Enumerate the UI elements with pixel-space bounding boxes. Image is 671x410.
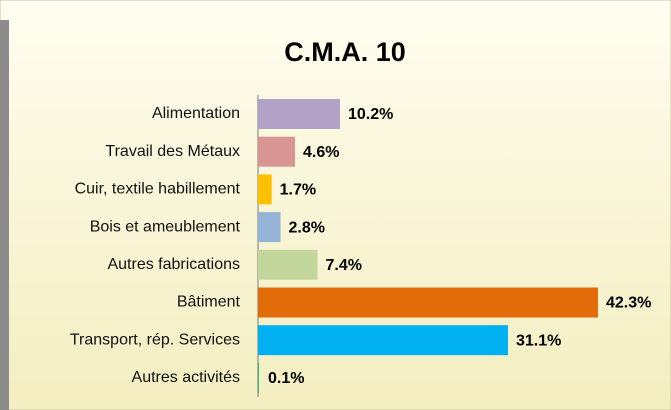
category-label: Alimentation <box>152 105 240 122</box>
bar <box>258 325 508 356</box>
category-label: Cuir, textile habillement <box>75 181 241 198</box>
bar <box>258 362 259 393</box>
bar <box>258 212 281 243</box>
data-label: 2.8% <box>289 219 325 236</box>
data-label: 42.3% <box>606 295 651 312</box>
left-border <box>0 20 9 410</box>
category-label: Transport, rép. Services <box>70 331 240 348</box>
category-label: Bois et ameublement <box>90 218 241 235</box>
data-label: 1.7% <box>280 182 316 199</box>
data-label: 4.6% <box>303 144 339 161</box>
bar <box>258 287 598 318</box>
data-label: 10.2% <box>348 106 393 123</box>
data-label: 31.1% <box>516 332 561 349</box>
bar <box>258 174 272 205</box>
chart-title: C.M.A. 10 <box>284 37 406 67</box>
bar <box>258 249 318 280</box>
category-label: Travail des Métaux <box>105 143 240 160</box>
data-label: 7.4% <box>325 257 361 274</box>
data-label: 0.1% <box>268 370 304 387</box>
category-label: Autres activités <box>132 369 240 386</box>
bar <box>258 136 295 167</box>
category-label: Bâtiment <box>177 294 241 311</box>
bar <box>258 99 340 129</box>
category-label: Autres fabrications <box>107 256 240 273</box>
